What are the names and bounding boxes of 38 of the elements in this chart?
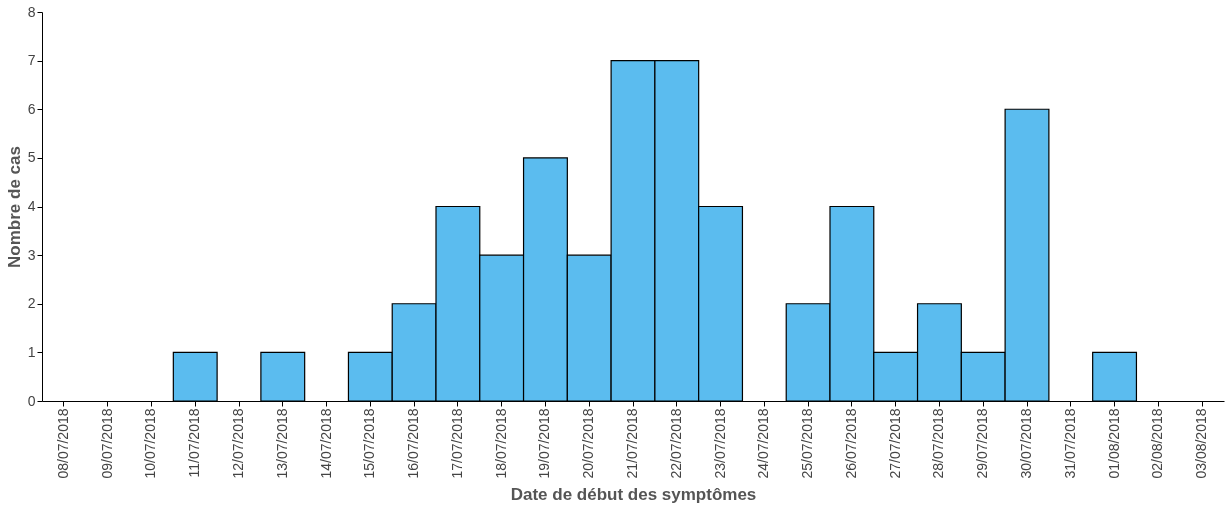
y-tick-label: 7: [27, 52, 36, 69]
x-tick-label: 27/07/2018: [886, 408, 903, 479]
x-tick-label: 14/07/2018: [317, 408, 334, 479]
x-tick-label: 24/07/2018: [755, 408, 772, 479]
x-tick-label: 12/07/2018: [230, 408, 246, 479]
y-tick-label: 0: [27, 392, 36, 409]
y-tick-label: 1: [27, 343, 36, 360]
x-tick-label: 17/07/2018: [448, 408, 465, 479]
x-tick-label: 26/07/2018: [842, 408, 859, 479]
y-tick-label: 6: [27, 100, 36, 117]
x-tick-label: 31/07/2018: [1061, 408, 1078, 479]
x-tick-label: 15/07/2018: [361, 408, 378, 479]
y-tick-label: 2: [27, 295, 36, 312]
x-tick-label: 30/07/2018: [1018, 408, 1034, 479]
x-tick-label: 29/07/2018: [974, 408, 991, 479]
x-tick-label: 10/07/2018: [142, 408, 159, 479]
x-tick-label: 02/08/2018: [1149, 408, 1166, 479]
x-tick-label: 16/07/2018: [405, 408, 422, 479]
x-tick-label: 20/07/2018: [580, 408, 597, 479]
x-tick-label: 09/07/2018: [98, 408, 115, 479]
x-tick-label: 25/07/2018: [799, 408, 816, 479]
x-tick-label: 28/07/2018: [930, 408, 947, 479]
y-tick-label: 3: [27, 246, 36, 263]
x-axis-title: Date de début des symptômes: [510, 484, 757, 504]
x-tick-label: 13/07/2018: [273, 408, 290, 479]
y-axis-title: Nombre de cas: [4, 146, 24, 268]
x-tick-label: 08/07/2018: [54, 408, 71, 479]
y-tick-label: 5: [27, 149, 36, 166]
x-tick-label: 11/07/2018: [186, 408, 203, 478]
x-tick-label: 21/07/2018: [624, 408, 640, 479]
y-tick-label: 8: [27, 3, 36, 20]
y-tick-label: 4: [27, 198, 36, 214]
x-tick-label: 23/07/2018: [711, 408, 728, 479]
x-tick-label: 03/08/2018: [1193, 408, 1210, 479]
x-tick-label: 22/07/2018: [667, 408, 684, 479]
x-tick-label: 19/07/2018: [536, 408, 553, 479]
x-tick-label: 18/07/2018: [492, 408, 509, 479]
x-tick-label: 01/08/2018: [1105, 408, 1122, 479]
